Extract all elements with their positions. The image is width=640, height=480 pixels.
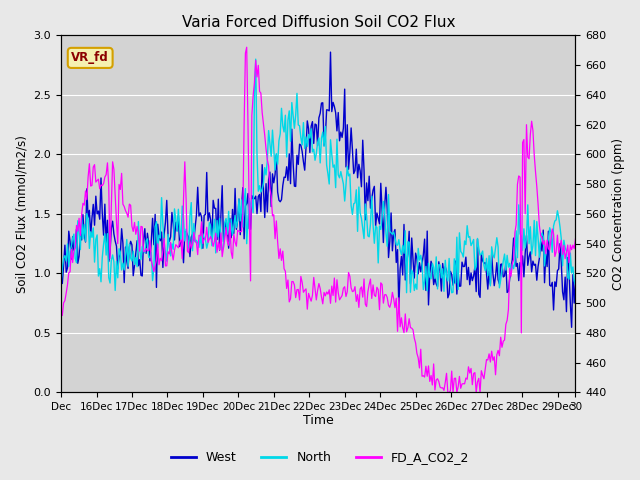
West [433, 281, 440, 287]
Y-axis label: CO2 Concentration (ppm): CO2 Concentration (ppm) [612, 138, 625, 290]
FD_A_CO2_2 [444, 390, 452, 396]
Title: Varia Forced Diffusion Soil CO2 Flux: Varia Forced Diffusion Soil CO2 Flux [182, 15, 455, 30]
Y-axis label: Soil CO2 Flux (mmol/m2/s): Soil CO2 Flux (mmol/m2/s) [15, 135, 28, 293]
FD_A_CO2_2 [382, 292, 390, 298]
North [57, 281, 65, 287]
North [252, 56, 260, 62]
Legend: West, North, FD_A_CO2_2: West, North, FD_A_CO2_2 [166, 446, 474, 469]
X-axis label: Time: Time [303, 414, 333, 427]
FD_A_CO2_2 [430, 361, 438, 367]
North [430, 264, 438, 270]
North [382, 230, 390, 236]
Line: West: West [61, 52, 575, 327]
North [262, 172, 270, 178]
FD_A_CO2_2 [433, 377, 440, 383]
FD_A_CO2_2 [243, 44, 250, 50]
West [119, 240, 127, 246]
West [382, 184, 390, 190]
West [57, 274, 65, 279]
North [572, 282, 579, 288]
Line: North: North [61, 59, 575, 293]
FD_A_CO2_2 [262, 146, 270, 152]
North [119, 260, 127, 266]
West [572, 278, 579, 284]
Text: VR_fd: VR_fd [71, 51, 109, 64]
FD_A_CO2_2 [57, 307, 65, 312]
FD_A_CO2_2 [225, 242, 232, 248]
West [225, 245, 232, 251]
North [225, 208, 232, 214]
FD_A_CO2_2 [119, 201, 127, 207]
North [448, 290, 456, 296]
West [430, 282, 438, 288]
FD_A_CO2_2 [572, 236, 579, 242]
Line: FD_A_CO2_2: FD_A_CO2_2 [61, 47, 575, 393]
West [568, 324, 575, 330]
West [261, 215, 269, 220]
North [433, 254, 440, 260]
West [326, 49, 334, 55]
